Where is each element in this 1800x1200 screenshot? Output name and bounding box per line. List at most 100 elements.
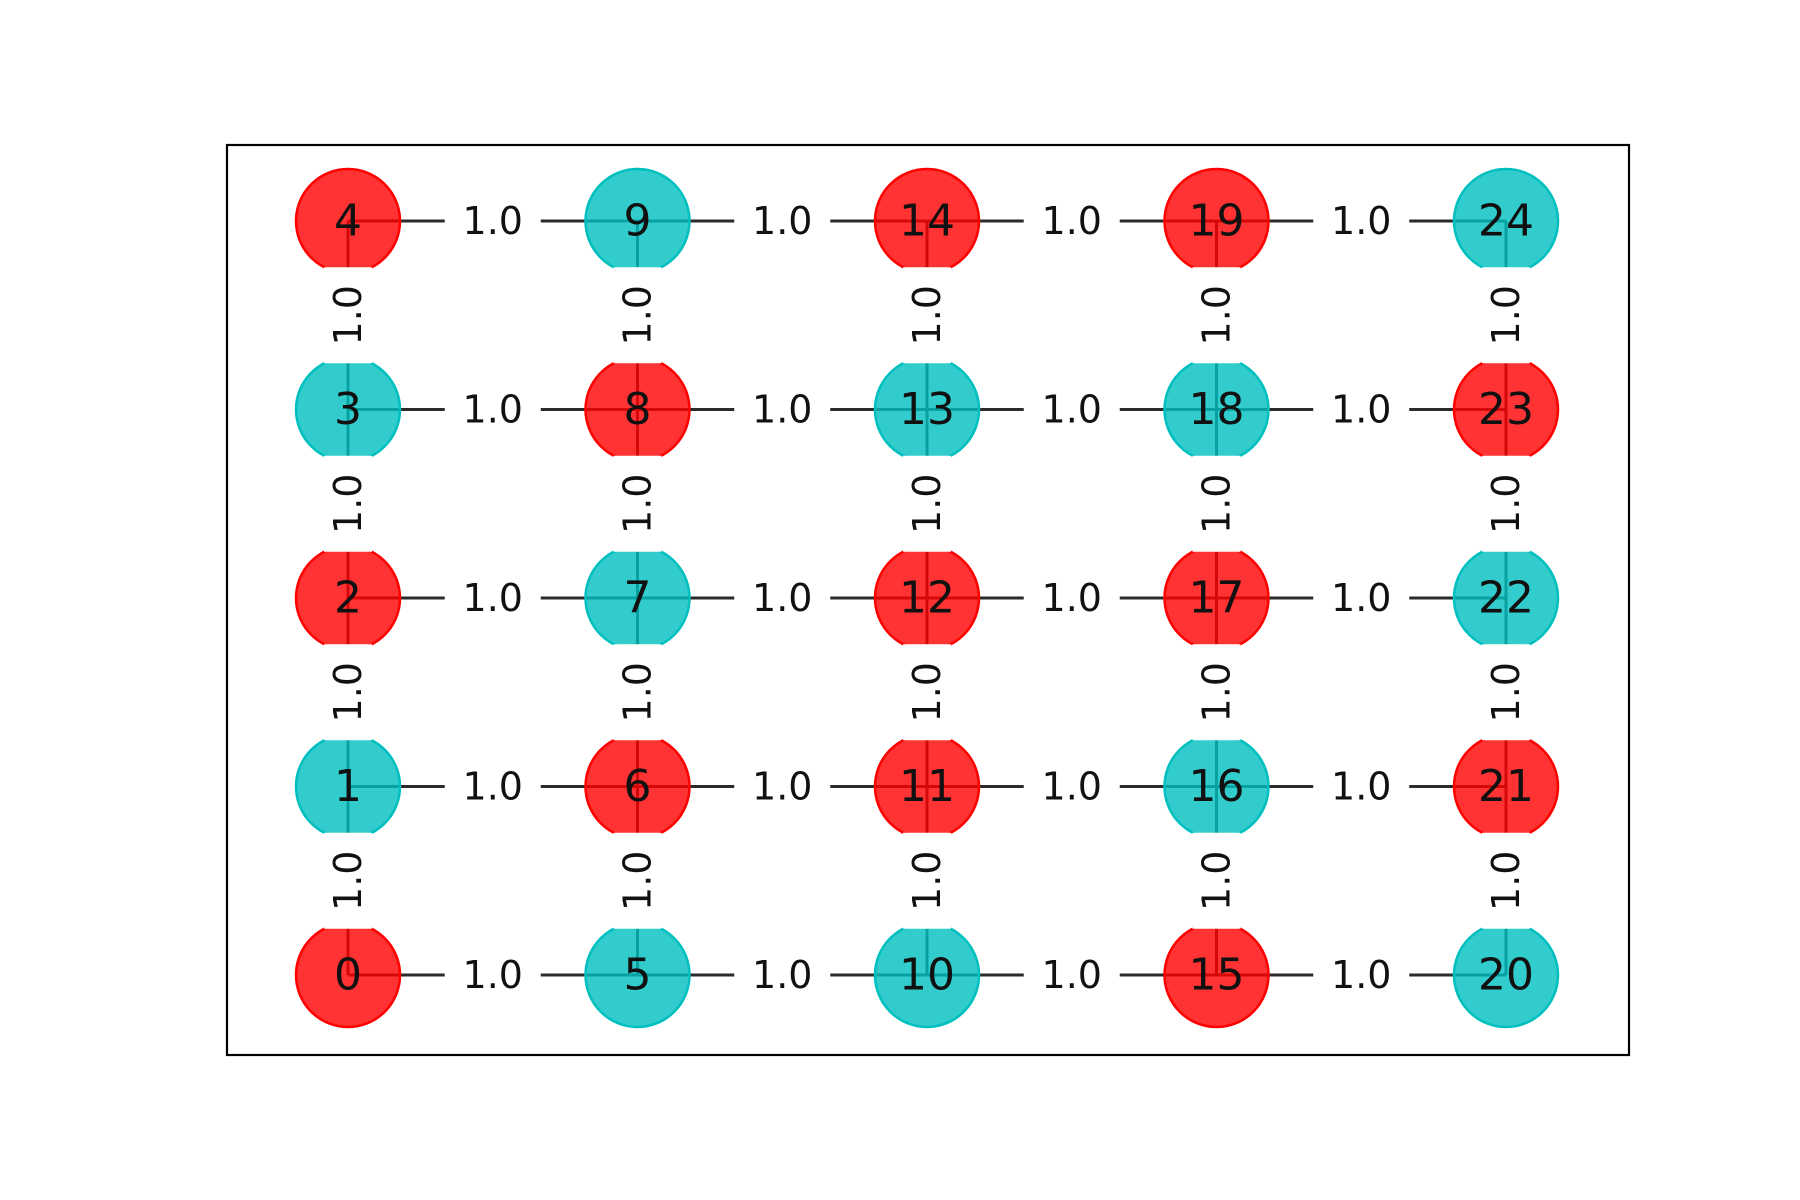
edge-weight-3-4: 1.0 (324, 267, 372, 364)
edge-weight-bg (613, 644, 662, 741)
edge-weight-label: 1.0 (326, 851, 370, 911)
edge-weight-label: 1.0 (905, 662, 949, 722)
edge-weight-label: 1.0 (1042, 953, 1102, 997)
edge-weight-label: 1.0 (905, 474, 949, 534)
edge-weight-label: 1.0 (1195, 851, 1239, 911)
node-label-16: 16 (1189, 761, 1245, 812)
edge-weight-12-17: 1.0 (1023, 574, 1120, 622)
edge-weight-label: 1.0 (752, 388, 812, 432)
edge-weight-6-7: 1.0 (613, 644, 662, 741)
edge-weight-5-10: 1.0 (734, 951, 831, 999)
edge-weight-label: 1.0 (905, 851, 949, 911)
edge-weight-1-6: 1.0 (444, 762, 541, 811)
edge-weight-bg (734, 385, 831, 434)
node-label-21: 21 (1478, 761, 1534, 812)
edge-weight-bg (1482, 267, 1530, 364)
edge-weight-bg (324, 455, 372, 552)
edge-weight-label: 1.0 (463, 388, 523, 432)
edge-weight-bg (444, 951, 541, 999)
edge-weight-23-24: 1.0 (1482, 267, 1530, 364)
edge-weight-label: 1.0 (1331, 199, 1391, 243)
edge-weight-bg (1023, 197, 1120, 245)
edge-weight-18-23: 1.0 (1313, 385, 1410, 434)
edge-weight-17-18: 1.0 (1192, 455, 1241, 552)
node-label-5: 5 (624, 950, 652, 1001)
edge-weight-0-5: 1.0 (444, 951, 541, 999)
edge-weight-label: 1.0 (463, 765, 523, 809)
edge-weight-label: 1.0 (616, 851, 660, 911)
node-label-20: 20 (1478, 950, 1534, 1001)
node-label-14: 14 (899, 196, 955, 247)
node-label-9: 9 (624, 196, 652, 247)
edge-weight-6-11: 1.0 (734, 762, 831, 811)
edge-weight-bg (734, 762, 831, 811)
node-label-13: 13 (899, 384, 955, 435)
edge-weight-bg (613, 832, 662, 929)
edge-weight-bg (903, 267, 951, 364)
edge-weight-13-18: 1.0 (1023, 385, 1120, 434)
node-label-2: 2 (334, 573, 362, 624)
edge-weight-bg (1482, 832, 1530, 929)
edge-weight-14-19: 1.0 (1023, 197, 1120, 245)
edge-weight-18-19: 1.0 (1192, 267, 1241, 364)
edge-weight-15-16: 1.0 (1192, 832, 1241, 929)
edge-weight-bg (444, 574, 541, 622)
edge-weight-label: 1.0 (1195, 285, 1239, 345)
edge-weight-bg (324, 644, 372, 741)
edge-weight-1-2: 1.0 (324, 644, 372, 741)
edge-weight-label: 1.0 (752, 765, 812, 809)
node-label-1: 1 (334, 761, 362, 812)
node-label-6: 6 (624, 761, 652, 812)
edge-weight-17-22: 1.0 (1313, 574, 1410, 622)
edge-weight-label: 1.0 (1331, 576, 1391, 620)
edge-weight-2-7: 1.0 (444, 574, 541, 622)
edge-weight-bg (734, 197, 831, 245)
edge-weight-12-13: 1.0 (903, 455, 951, 552)
node-label-0: 0 (334, 950, 362, 1001)
node-label-10: 10 (899, 950, 955, 1001)
edge-weight-8-9: 1.0 (613, 267, 662, 364)
edge-weight-bg (1023, 574, 1120, 622)
edge-weight-4-9: 1.0 (444, 197, 541, 245)
edge-weight-20-21: 1.0 (1482, 832, 1530, 929)
edge-weight-bg (1313, 197, 1410, 245)
edge-weight-bg (1313, 574, 1410, 622)
node-label-12: 12 (899, 573, 955, 624)
edge-weight-label: 1.0 (326, 474, 370, 534)
edge-weight-11-16: 1.0 (1023, 762, 1120, 811)
node-label-15: 15 (1189, 950, 1245, 1001)
edge-weight-3-8: 1.0 (444, 385, 541, 434)
edge-weight-15-20: 1.0 (1313, 951, 1410, 999)
edge-weight-bg (903, 644, 951, 741)
edge-weight-8-13: 1.0 (734, 385, 831, 434)
edge-weight-bg (903, 455, 951, 552)
edge-weight-label: 1.0 (616, 662, 660, 722)
edge-weight-label: 1.0 (326, 285, 370, 345)
edge-weight-19-24: 1.0 (1313, 197, 1410, 245)
edge-weight-label: 1.0 (752, 953, 812, 997)
edge-weight-7-12: 1.0 (734, 574, 831, 622)
edge-weight-0-1: 1.0 (324, 832, 372, 929)
edge-weight-bg (613, 267, 662, 364)
edge-weight-bg (734, 574, 831, 622)
node-label-3: 3 (334, 384, 362, 435)
edge-weight-bg (734, 951, 831, 999)
edge-weight-bg (1482, 455, 1530, 552)
edge-weight-bg (903, 832, 951, 929)
edge-weight-bg (1023, 385, 1120, 434)
edge-weight-bg (1023, 951, 1120, 999)
edge-weight-16-21: 1.0 (1313, 762, 1410, 811)
edge-weight-2-3: 1.0 (324, 455, 372, 552)
node-label-24: 24 (1478, 196, 1534, 247)
edge-weight-label: 1.0 (463, 953, 523, 997)
edge-weight-label: 1.0 (1484, 662, 1528, 722)
edge-weight-label: 1.0 (905, 285, 949, 345)
edge-weight-10-11: 1.0 (903, 832, 951, 929)
node-label-11: 11 (899, 761, 955, 812)
edge-weight-label: 1.0 (1042, 765, 1102, 809)
node-label-22: 22 (1478, 573, 1534, 624)
edge-weight-bg (1482, 644, 1530, 741)
edge-labels-layer: 1.0 1.0 1.0 1.0 1.0 1.0 1.0 1.0 1.0 1.0 1.0 1.0 1.0 1… (324, 197, 1530, 999)
edge-weight-bg (444, 385, 541, 434)
